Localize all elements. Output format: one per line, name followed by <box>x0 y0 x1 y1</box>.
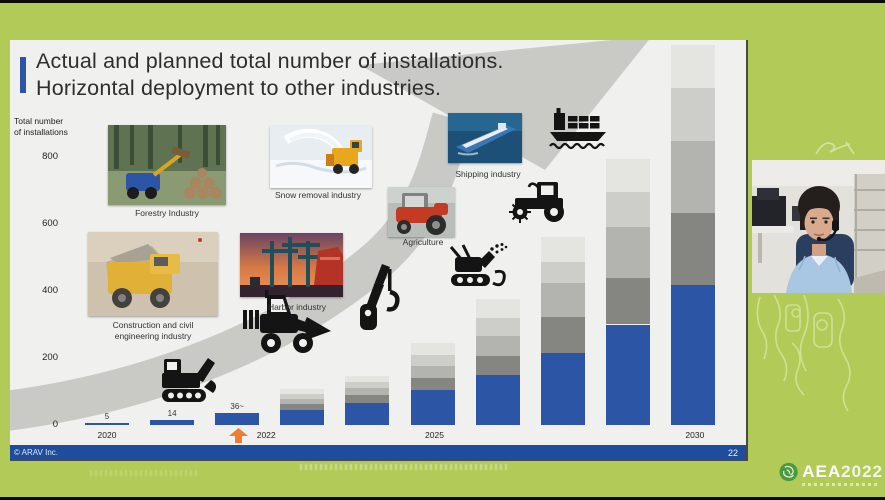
y-tick-600: 600 <box>42 218 58 229</box>
bar-segment-gray <box>410 354 455 367</box>
bar-segment-blue <box>345 402 390 425</box>
green-watermark-text-strip <box>300 464 510 470</box>
bar-segment-blue <box>280 409 325 425</box>
bar-segment-gray <box>345 375 390 382</box>
construction-caption-line1: Construction and civil <box>112 320 194 330</box>
excavator-icon <box>162 358 217 402</box>
title-accent-bar <box>20 57 26 93</box>
x-axis-label-2020: 2020 <box>97 430 117 440</box>
bar-segment-gray <box>280 388 325 394</box>
aea-logo-brain-icon <box>779 462 798 482</box>
y-axis-label-line1: Total number <box>14 116 64 126</box>
bar-segment-gray <box>670 87 715 141</box>
bar-segment-gray <box>280 398 325 404</box>
bar-segment-blue <box>85 423 129 425</box>
aea-logo-text: AEA2022 <box>802 462 883 482</box>
bar-segment-gray <box>345 381 390 388</box>
presentation-slide: Actual and planned total number of insta… <box>10 40 748 461</box>
y-tick-200: 200 <box>42 352 58 363</box>
bar-segment-gray <box>345 394 390 403</box>
bar-value-label: 14 <box>167 409 177 419</box>
shipping-photo <box>448 113 522 163</box>
presenter-scene <box>752 160 885 293</box>
bar-segment-gray <box>540 283 585 318</box>
bar-segment-gray <box>540 262 585 284</box>
bar-segment-blue <box>410 389 455 425</box>
bar-segment-gray <box>410 378 455 390</box>
x-axis-label-2030: 2030 <box>685 430 705 440</box>
bar-segment-gray <box>475 336 520 357</box>
y-axis-label-line2: of installations <box>14 126 68 137</box>
green-watermark-doodle <box>756 295 851 412</box>
harbor-caption: Harbor industry <box>267 302 327 312</box>
bar-segment-gray <box>540 237 585 263</box>
cargo-ship-icon <box>549 108 606 150</box>
title-line-2: Horizontal deployment to other industrie… <box>36 76 442 100</box>
bar-segment-gray <box>280 393 325 399</box>
bar-value-label: 5 <box>104 412 110 422</box>
shipping-caption: Shipping industry <box>455 169 521 179</box>
construction-photo <box>88 232 218 316</box>
bar-segment-gray <box>605 191 650 228</box>
bar-segment-gray <box>670 45 715 88</box>
bar-segment-gray <box>475 356 520 375</box>
bar-segment-blue <box>605 324 650 425</box>
aea-logo-name: AEA <box>802 462 842 481</box>
y-tick-0: 0 <box>52 419 58 430</box>
bar-segment-gray <box>605 158 650 192</box>
x-axis-label-2025: 2025 <box>425 430 444 440</box>
wheel-loader-icon <box>243 290 331 353</box>
bar-segment-blue <box>215 412 260 425</box>
bar-segment-gray <box>345 387 390 395</box>
bar-segment-gray <box>475 299 520 318</box>
tracked-sprayer-icon <box>449 243 508 287</box>
presenter-webcam <box>752 160 885 293</box>
title-line-1: Actual and planned total number of insta… <box>36 49 504 73</box>
agriculture-photo <box>388 187 455 237</box>
tractor-icon <box>509 182 564 223</box>
slide-title-block: Actual and planned total number of insta… <box>20 48 504 102</box>
bar-segment-blue <box>540 352 585 425</box>
bar-segment-gray <box>540 317 585 353</box>
bar-segment-blue <box>150 420 195 425</box>
forestry-caption: Forestry Industry <box>135 208 199 218</box>
slide-footer: © ARAV Inc. 22 <box>10 445 746 460</box>
forestry-photo <box>108 125 226 205</box>
bar-segment-blue <box>475 374 520 425</box>
bar-segment-gray <box>670 140 715 213</box>
construction-caption-line2: engineering industry <box>114 330 192 341</box>
crane-boom-icon <box>360 264 400 330</box>
green-watermark-text-strip-small <box>90 470 200 476</box>
bar-segment-gray <box>605 227 650 278</box>
bar-segment-gray <box>410 366 455 379</box>
x-axis-label-2022: 2022 <box>256 430 276 440</box>
aea-logo-subtext-strip <box>802 483 879 486</box>
aea-logo-year: 2022 <box>841 462 883 481</box>
bar-segment-gray <box>670 212 715 285</box>
highlight-arrow-2022-icon <box>229 428 248 443</box>
snow-removal-caption: Snow removal industry <box>275 190 361 200</box>
bar-segment-gray <box>410 342 455 355</box>
slide-title: Actual and planned total number of insta… <box>36 48 504 102</box>
copyright-text: © ARAV Inc. <box>14 448 58 457</box>
aea2022-logo: AEA2022 <box>779 462 883 496</box>
page-number: 22 <box>727 447 738 458</box>
snow-removal-photo <box>270 126 372 188</box>
bar-segment-gray <box>605 277 650 325</box>
bar-segment-gray <box>475 317 520 337</box>
agriculture-caption: Agriculture <box>402 237 444 247</box>
green-watermark-script <box>815 141 855 155</box>
bar-segment-gray <box>280 403 325 410</box>
harbor-photo <box>240 233 343 297</box>
y-tick-800: 800 <box>42 151 58 162</box>
construction-caption: Construction and civil engineering indus… <box>113 320 194 341</box>
bar-segment-blue <box>670 284 715 425</box>
aea-logo-text-block: AEA2022 <box>802 462 883 486</box>
y-axis-label: Total number of installations <box>14 116 68 137</box>
bar-value-label: 36~ <box>230 401 244 411</box>
y-tick-400: 400 <box>42 285 58 296</box>
